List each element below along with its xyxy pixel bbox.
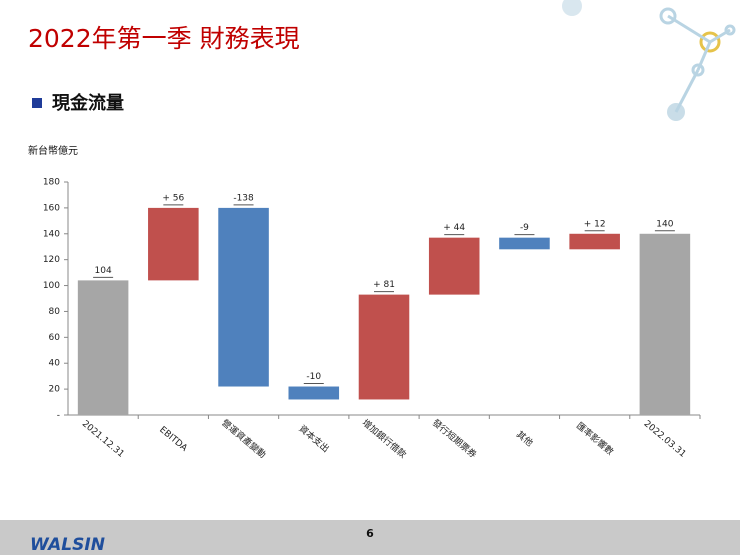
y-tick-label: 40 <box>49 359 61 369</box>
value-label: 104 <box>95 266 112 276</box>
bar <box>569 233 620 250</box>
bar <box>148 207 199 281</box>
bar <box>77 280 129 415</box>
section-title: 現金流量 <box>52 92 124 114</box>
y-tick-label: - <box>57 411 60 421</box>
value-label: + 56 <box>162 193 184 203</box>
x-tick-label: 增加銀行借款 <box>360 417 409 461</box>
y-tick-label: 20 <box>49 385 61 395</box>
bar <box>218 207 269 387</box>
bar <box>639 233 691 415</box>
x-tick-label: 其他 <box>514 428 536 449</box>
value-label: + 81 <box>373 280 395 290</box>
value-label: -138 <box>233 193 254 203</box>
y-tick-label: 120 <box>43 255 60 265</box>
slide-title: 2022年第一季 財務表現 <box>28 24 300 53</box>
x-tick-label: 資本支出 <box>296 422 331 454</box>
bullet <box>32 98 42 108</box>
y-tick-label: 140 <box>43 229 60 239</box>
y-tick-label: 180 <box>43 178 60 188</box>
y-tick-label: 60 <box>49 333 61 343</box>
y-tick-label: 80 <box>49 307 61 317</box>
footer-band <box>0 520 740 555</box>
bar <box>358 294 410 400</box>
x-tick-label: 匯率影響數 <box>574 420 616 458</box>
value-label: -9 <box>520 223 529 233</box>
logo: WALSIN <box>30 535 105 555</box>
x-tick-label: 發行短期票券 <box>430 417 479 461</box>
bar <box>288 386 340 400</box>
value-label: + 12 <box>584 219 606 229</box>
value-label: + 44 <box>443 223 465 233</box>
value-label: 140 <box>656 219 673 229</box>
x-tick-label: EBITDA <box>157 425 189 454</box>
value-label: -10 <box>306 372 321 382</box>
x-tick-label: 2022.03.31 <box>642 419 688 460</box>
x-tick-label: 2021.12.31 <box>80 419 126 460</box>
y-axis-label: 新台幣億元 <box>28 144 78 157</box>
decoration <box>562 0 736 121</box>
x-tick-label: 營運資產變動 <box>219 417 268 461</box>
bar <box>428 237 480 295</box>
page-number: 6 <box>366 527 374 540</box>
y-tick-label: 160 <box>43 203 60 213</box>
bar <box>499 237 550 250</box>
y-tick-label: 100 <box>43 281 60 291</box>
chart: - 20 40 60 80 100 120 140 160 180 104 2021.12.31 + 5… <box>43 178 701 461</box>
